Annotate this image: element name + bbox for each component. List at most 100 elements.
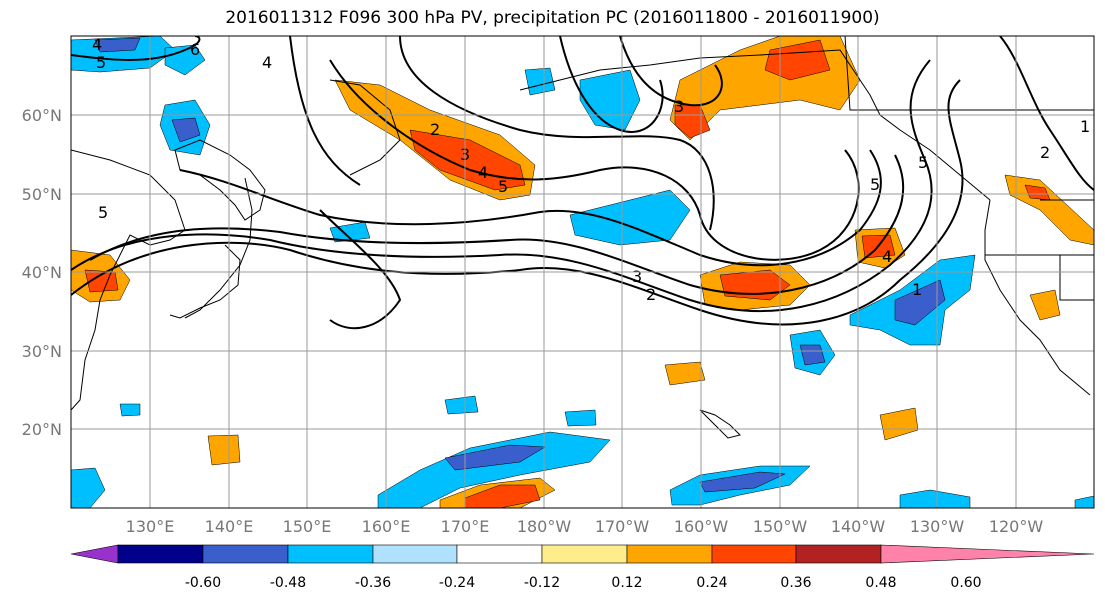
lon-label: 160°W [674, 517, 729, 536]
blob-blue-kamchatka [164, 44, 206, 76]
blob-blue-bottom-west [71, 467, 106, 508]
pv-contour-1 [71, 79, 964, 326]
colorbar-segment [202, 544, 289, 564]
blob-blue-south2 [564, 409, 597, 427]
blob-blue-aleutian-small [524, 67, 556, 96]
contour-label: 3 [674, 97, 684, 116]
colorbar-extend-left [70, 544, 119, 564]
colorbar-tick-label: 0.24 [696, 575, 727, 591]
colorbar-tick-label: -0.60 [185, 575, 221, 591]
pv-contour-12 [319, 209, 402, 330]
lat-label: 40°N [22, 263, 62, 282]
contour-label: 5 [498, 177, 508, 196]
contour-label: 2 [646, 285, 656, 304]
colorbar-tick-label: -0.12 [524, 575, 560, 591]
coast-japan [169, 244, 241, 319]
lon-label: 130°W [910, 517, 965, 536]
contour-label: 5 [918, 153, 928, 172]
pv-contour-11 [999, 36, 1094, 191]
lon-label: 150°E [283, 517, 332, 536]
blob-blue-bottom-band [377, 431, 611, 508]
contour-label: 3 [632, 267, 642, 286]
blob-blue-midpacific [569, 189, 691, 246]
contour-label: 5 [96, 53, 106, 72]
pv-contour-5 [329, 59, 860, 261]
contour-label: 2 [430, 120, 440, 139]
colorbar-segment [795, 544, 882, 564]
colorbar-segment [372, 544, 458, 564]
lon-label: 150°W [753, 517, 808, 536]
contour-label: 1 [912, 280, 922, 299]
pv-contour-10 [71, 36, 201, 61]
blob-orange-baja [1029, 289, 1061, 321]
blob-deepblue-bottom-east [699, 471, 786, 493]
coast-alaska [519, 49, 991, 201]
pv-contour-7 [559, 36, 664, 133]
blob-red-alaska [764, 39, 831, 81]
lon-label: 120°W [989, 517, 1044, 536]
colorbar-tick-label: 0.60 [950, 575, 981, 591]
colorbar-segment [626, 544, 713, 564]
contour-label: 4 [92, 35, 102, 54]
blob-deepblue-california [894, 279, 946, 326]
lat-label: 50°N [22, 185, 62, 204]
graticule [71, 36, 1094, 508]
contour-label: 4 [882, 247, 892, 266]
contour-label: 5 [98, 203, 108, 222]
border-states [985, 199, 1094, 301]
colorbar-tick-label: -0.36 [355, 575, 391, 591]
map-title: 2016011312 F096 300 hPa PV, precipitatio… [225, 8, 880, 28]
pv-contour-8 [619, 36, 723, 107]
lon-label: 140°W [831, 517, 886, 536]
blob-blue-bottom-far-east [899, 489, 971, 508]
colorbar-tick-label: 0.36 [780, 575, 811, 591]
coast-hawaii [699, 409, 741, 439]
lat-label: 60°N [22, 106, 62, 125]
pv-contour-2 [71, 59, 933, 312]
lat-label: 20°N [22, 420, 62, 439]
colorbar-tick-label: 0.12 [611, 575, 642, 591]
blob-orange-hawaii [664, 361, 706, 386]
colorbar-segment [287, 544, 374, 564]
pv-contour-4 [179, 149, 882, 267]
colorbar-ticks: -0.60 -0.48 -0.36 -0.24 -0.12 0.12 0.24 … [185, 575, 982, 591]
map-frame [70, 35, 1095, 509]
colorbar-segment [117, 544, 204, 564]
lon-label: 170°W [595, 517, 650, 536]
border-ca-us [844, 36, 1094, 111]
pv-contour-3 [89, 154, 905, 295]
blob-deepblue-okhotsk [171, 117, 201, 143]
colorbar-segment [456, 544, 543, 564]
colorbar-tick-label: -0.48 [270, 575, 306, 591]
contour-label: 5 [870, 175, 880, 194]
pv-contour-6 [399, 36, 715, 231]
contour-label: 6 [190, 40, 200, 59]
lon-label: 130°E [126, 517, 175, 536]
colorbar-segment [711, 544, 797, 564]
blob-orange-southwest [207, 434, 241, 466]
colorbar-tick-label: 0.48 [865, 575, 896, 591]
contour-label: 4 [262, 53, 272, 72]
lon-label: 180°W [517, 517, 572, 536]
blob-deepblue-central [799, 344, 826, 366]
lat-label: 30°N [22, 342, 62, 361]
pv-contours [71, 36, 1094, 330]
coast-asia [71, 149, 186, 411]
contour-label: 2 [1040, 143, 1050, 162]
blob-blue-south3 [119, 403, 141, 417]
lat-axis: 60°N 50°N 40°N 30°N 20°N [22, 106, 62, 439]
coast-chukotka [329, 79, 401, 176]
blob-orange-pnw [1004, 174, 1094, 246]
contour-label: 4 [478, 163, 488, 182]
coast-westcoast [984, 199, 1091, 396]
colorbar-extend-right [880, 544, 1095, 564]
blob-deepblue-northwest [94, 37, 141, 53]
blob-blue-bottom-corner [1074, 495, 1094, 508]
precip-shading [71, 36, 1094, 508]
blob-blue-small-west [329, 221, 371, 243]
lon-axis: 130°E 140°E 150°E 160°E 170°E 180°W 170°… [126, 517, 1044, 536]
colorbar: -0.60 -0.48 -0.36 -0.24 -0.12 0.12 0.24 … [70, 544, 1095, 591]
lon-label: 140°E [205, 517, 254, 536]
blob-orange-southeast [879, 407, 919, 441]
